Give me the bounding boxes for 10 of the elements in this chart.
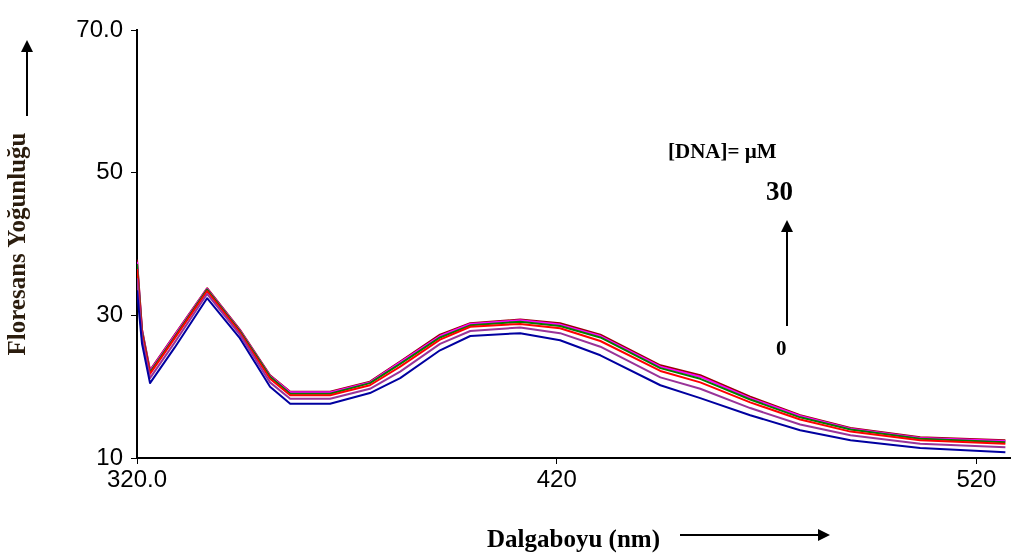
y-tick-label: 70.0 — [76, 14, 123, 42]
annotation: 30 — [766, 176, 793, 206]
x-tick-label: 520 — [956, 465, 997, 493]
x-axis-title: Dalgaboyu (nm) — [487, 525, 660, 554]
y-axis-title: Floresans Yoğunluğu — [3, 132, 31, 356]
x-tick-label: 420 — [536, 465, 577, 493]
y-tick-label: 50 — [96, 157, 123, 185]
annotation: 0 — [776, 336, 787, 360]
y-tick-label: 30 — [96, 299, 123, 327]
annotation: [DNA]= µM — [668, 139, 777, 163]
